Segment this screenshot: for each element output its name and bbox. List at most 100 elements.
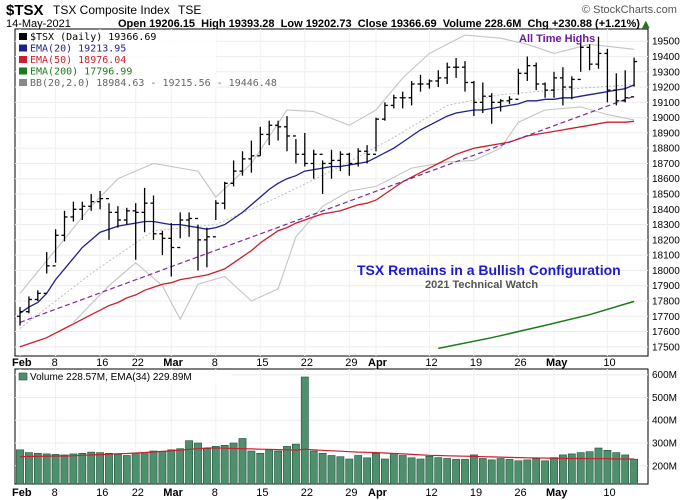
volume-bar <box>176 448 185 485</box>
volume-tick-label: 600M <box>652 370 677 381</box>
volume-bar <box>621 454 630 485</box>
ohlc-bar <box>399 91 406 109</box>
ohlc-bar <box>319 153 326 195</box>
ohlc-bar <box>79 201 86 221</box>
ohlc-bar <box>479 82 486 114</box>
ohlc-bar <box>417 74 424 92</box>
ohlc-bar <box>301 132 308 167</box>
legend-entry: EMA(50) 18976.04 <box>30 55 126 66</box>
ohlc-bar <box>114 206 121 228</box>
volume-bar <box>69 453 78 485</box>
price-tick-label: 18200 <box>652 235 680 246</box>
quote-date: 14-May-2021 <box>6 18 71 30</box>
ohlc-bar <box>390 94 397 109</box>
volume-bar <box>532 458 541 485</box>
bb-upper-line <box>19 34 635 294</box>
ohlc-bar <box>497 99 504 112</box>
volume-bar <box>576 452 585 485</box>
bb-lower-line <box>73 106 635 323</box>
ohlc-bar <box>426 79 433 89</box>
volume-bar <box>496 458 505 485</box>
volume-tick-label: 500M <box>652 393 677 404</box>
volume-bar <box>140 452 149 485</box>
ohlc-bar <box>604 48 611 103</box>
ohlc-bar <box>515 68 522 100</box>
volume-bar <box>567 453 576 485</box>
ohlc-bar <box>577 35 584 81</box>
volume-bar <box>318 452 327 485</box>
volume-bar <box>78 452 87 485</box>
ohlc-bar <box>61 210 68 242</box>
price-bars <box>17 35 638 326</box>
volume-y-axis: 200M 300M 400M 500M 600M <box>652 370 677 472</box>
ohlc-bar <box>195 217 201 271</box>
volume-bar <box>354 455 363 485</box>
price-x-label: 8 <box>52 357 58 369</box>
volume-bar <box>247 450 256 485</box>
volume-bar <box>363 457 371 485</box>
volume-bar <box>630 458 638 485</box>
volume-bar <box>283 446 291 485</box>
ohlc-bar <box>310 149 317 179</box>
volume-x-label: Feb <box>12 487 32 499</box>
volume-bar <box>514 460 523 485</box>
price-tick-label: 19300 <box>652 67 680 78</box>
volume-bar <box>300 376 309 485</box>
volume-bar <box>220 444 229 485</box>
volume-bar <box>238 438 247 485</box>
volume-x-label: 12 <box>425 487 437 499</box>
volume-bar <box>16 449 24 485</box>
price-x-label: 12 <box>425 357 437 369</box>
volume-bar <box>291 443 300 485</box>
price-x-label: 19 <box>470 357 482 369</box>
ohlc-bar <box>123 207 130 225</box>
volume-bar <box>452 459 460 485</box>
volume-x-label: 15 <box>256 487 268 499</box>
price-tick-label: 18700 <box>652 159 680 170</box>
volume-bar <box>122 455 131 485</box>
ema20-line <box>19 84 635 314</box>
price-tick-label: 18500 <box>652 190 680 201</box>
volume-bar <box>461 459 469 485</box>
ohlc-bar <box>408 80 415 106</box>
legend-box <box>16 30 216 88</box>
legend-entry: BB(20,2.0) 18984.63 - 19215.56 - 19446.4… <box>30 78 277 89</box>
ohlc-bar <box>533 62 540 91</box>
price-tick-label: 19200 <box>652 83 680 94</box>
symbol: $TSX <box>6 2 44 19</box>
volume-bar <box>478 458 487 485</box>
ohlc-bar <box>52 229 59 267</box>
price-tick-label: 19400 <box>652 52 680 63</box>
ohlc-bar <box>34 290 41 301</box>
uptrend-line <box>19 95 635 323</box>
volume-bar <box>372 452 380 485</box>
volume-x-axis: Feb 8 16 22 Mar 8 15 22 29 Apr 12 19 26 May 10 <box>12 487 616 499</box>
ohlc-bar <box>106 197 112 240</box>
volume-bar <box>505 459 514 485</box>
volume-bar <box>256 452 265 485</box>
ohlc-bar <box>43 252 50 295</box>
volume-x-label: 8 <box>212 487 218 499</box>
volume-bar <box>425 455 434 485</box>
price-tick-label: 18400 <box>652 205 680 216</box>
price-x-label: 8 <box>212 357 218 369</box>
volume-bar <box>96 452 104 485</box>
ohlc-bar <box>355 148 362 167</box>
ema200-line <box>438 300 635 350</box>
price-x-label: 29 <box>345 357 357 369</box>
ohlc-bar <box>453 58 460 78</box>
ohlc-bar <box>177 212 184 249</box>
price-tick-label: 18300 <box>652 220 680 231</box>
ohlc-bar <box>559 67 566 106</box>
price-tick-label: 17900 <box>652 281 680 292</box>
volume-bar <box>105 452 113 485</box>
volume-x-label: Mar <box>163 487 183 499</box>
volume-bar <box>51 454 60 485</box>
volume-x-label: 8 <box>52 487 58 499</box>
volume-bar <box>327 455 336 485</box>
price-x-label: Mar <box>163 357 183 369</box>
ohlc-bar <box>292 135 299 164</box>
ohlc-bar <box>444 62 451 85</box>
price-tick-label: 19000 <box>652 113 680 124</box>
ohlc-bar <box>622 70 629 103</box>
